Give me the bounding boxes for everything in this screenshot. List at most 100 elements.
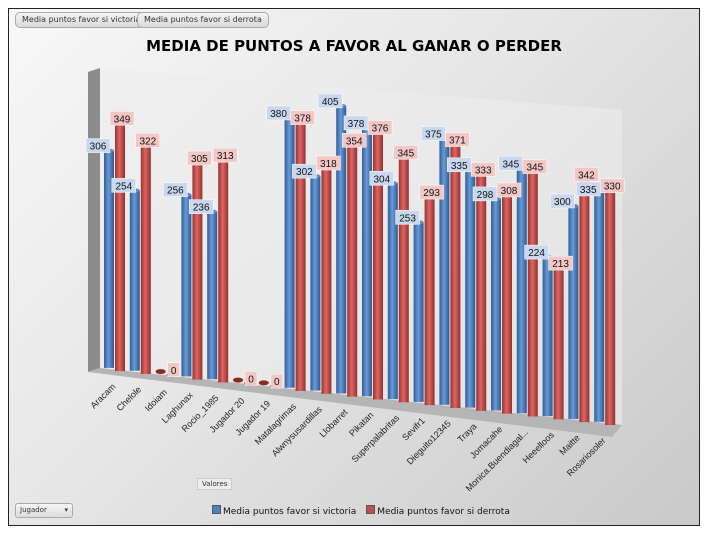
legend-item-victoria: Media puntos favor si victoria — [212, 505, 356, 517]
data-label: 308 — [501, 186, 518, 197]
data-label: 256 — [167, 186, 184, 197]
bar-victoria — [310, 176, 321, 391]
bar-zero — [258, 380, 269, 386]
bar-victoria — [439, 138, 450, 405]
axis-field-dropdown[interactable]: Jugador ▾ — [15, 503, 73, 518]
field-button-derrota[interactable]: Media puntos favor si derrota — [137, 12, 269, 28]
data-label-box — [163, 182, 188, 197]
bar-victoria — [336, 105, 347, 394]
bar-derrota — [605, 190, 616, 426]
bar-victoria — [284, 117, 295, 388]
data-label: 213 — [552, 259, 569, 270]
data-label-box — [188, 199, 214, 214]
data-label: 0 — [171, 366, 177, 377]
chart-title: MEDIA DE PUNTOS A FAVOR AL GANAR O PERDE… — [146, 37, 562, 55]
data-label: 254 — [115, 181, 132, 192]
category-label: Maitte — [557, 433, 581, 457]
category-label: Sevifr1 — [400, 416, 427, 443]
legend-swatch-blue — [212, 505, 221, 514]
data-label: 302 — [296, 167, 313, 178]
data-label: 335 — [451, 161, 468, 172]
data-label-box — [135, 133, 161, 148]
bar-victoria — [207, 211, 218, 380]
data-label: 313 — [217, 151, 234, 162]
data-label: 305 — [191, 154, 208, 165]
data-label-box — [341, 133, 367, 148]
data-label: 306 — [90, 142, 107, 153]
data-label: 345 — [502, 159, 519, 170]
data-label-box — [316, 155, 341, 171]
bar-derrota — [140, 145, 151, 374]
data-label: 293 — [423, 188, 440, 199]
data-label-box — [343, 115, 369, 131]
data-label-box — [498, 156, 524, 171]
data-label-box — [419, 184, 444, 200]
data-label: 298 — [477, 190, 494, 201]
data-label-box — [421, 126, 446, 141]
data-label-box — [187, 150, 212, 166]
data-label-box — [111, 178, 137, 193]
data-label-box — [167, 362, 180, 378]
data-label: 349 — [114, 114, 131, 125]
data-label: 342 — [578, 170, 595, 181]
side-wall — [88, 68, 100, 372]
data-label-box — [548, 255, 573, 271]
bar-victoria — [362, 127, 372, 397]
data-label: 378 — [294, 114, 311, 125]
data-label-box — [369, 171, 395, 186]
data-label-box — [524, 244, 549, 260]
data-label-box — [244, 371, 258, 386]
data-label: 345 — [397, 148, 414, 159]
data-label-box — [292, 163, 317, 179]
bar-derrota — [476, 174, 487, 411]
data-label-box — [393, 145, 419, 160]
legend-label: Media puntos favor si victoria — [223, 507, 357, 517]
bar-victoria — [413, 222, 424, 402]
data-label: 318 — [320, 159, 337, 170]
data-label-box — [85, 138, 111, 153]
data-label-box — [395, 210, 420, 225]
data-label: 300 — [554, 197, 571, 208]
bar-derrota — [192, 163, 203, 380]
data-label-box — [550, 193, 575, 209]
bar-zero — [155, 369, 166, 375]
bar-victoria — [568, 205, 579, 419]
category-label: Idoiam — [143, 387, 169, 413]
data-label: 376 — [372, 124, 389, 135]
data-label: 0 — [274, 377, 280, 388]
bar-derrota — [553, 268, 564, 420]
data-label: 330 — [604, 182, 621, 193]
bar-victoria — [181, 194, 192, 377]
legend-swatch-red — [366, 505, 376, 514]
bar-derrota — [424, 197, 435, 406]
bar-derrota — [398, 157, 409, 403]
bar-derrota — [579, 179, 590, 423]
legend-label: Media puntos favor si derrota — [377, 507, 510, 517]
bar-derrota — [347, 145, 358, 397]
data-label-box — [446, 157, 472, 173]
bar-zero — [233, 377, 243, 383]
data-label: 345 — [526, 163, 543, 174]
data-label-box — [575, 181, 601, 197]
values-field-button[interactable]: Valores — [197, 478, 233, 490]
bar-victoria — [491, 198, 501, 411]
data-label: 354 — [346, 136, 363, 147]
bar-derrota — [450, 144, 461, 408]
legend-item-derrota: Media puntos favor si derrota — [366, 505, 510, 517]
data-label: 322 — [139, 136, 156, 147]
data-label: 375 — [425, 130, 442, 141]
bar-derrota — [373, 132, 383, 400]
bar-derrota — [295, 122, 306, 391]
data-label: 405 — [322, 97, 339, 108]
axis-field-label: Jugador — [20, 506, 47, 514]
data-label-box — [472, 186, 498, 202]
bar-derrota — [502, 194, 512, 414]
bar-victoria — [516, 168, 527, 414]
data-label: 224 — [528, 248, 545, 259]
bar-derrota — [218, 160, 229, 383]
data-label-box — [270, 373, 284, 389]
category-label: Chelole — [115, 384, 144, 413]
bar-victoria — [594, 183, 605, 422]
bar-derrota — [527, 171, 538, 417]
